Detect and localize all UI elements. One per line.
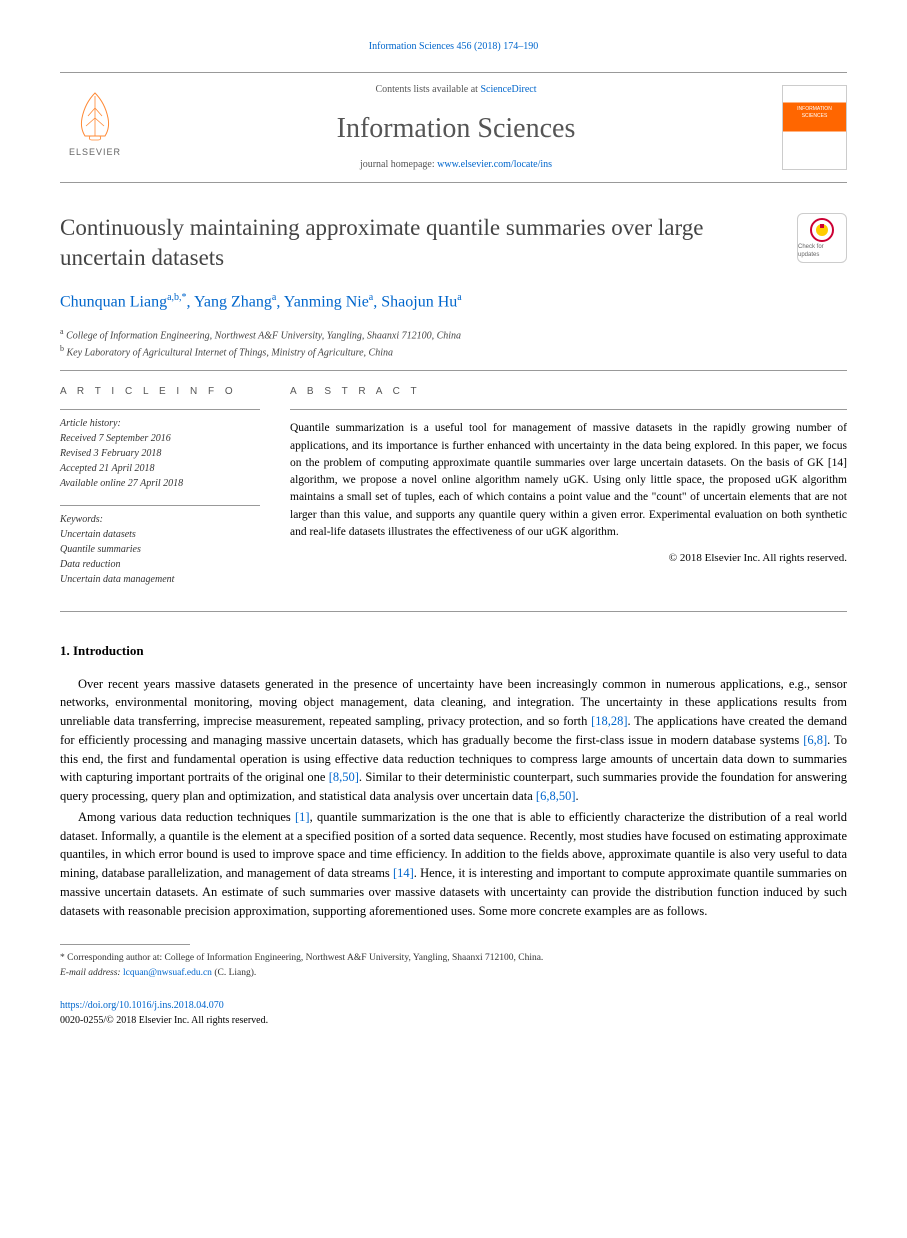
elsevier-tree-icon [70, 88, 120, 143]
keyword-item: Data reduction [60, 557, 260, 572]
contents-prefix: Contents lists available at [375, 84, 480, 95]
author-name: Yanming Nie [284, 293, 369, 310]
divider [60, 370, 847, 371]
corresponding-author-note: * Corresponding author at: College of In… [60, 951, 847, 965]
article-history: Article history: Received 7 September 20… [60, 409, 260, 491]
history-accepted: Accepted 21 April 2018 [60, 461, 260, 476]
homepage-link[interactable]: www.elsevier.com/locate/ins [437, 159, 552, 170]
author-name: Yang Zhang [194, 293, 272, 310]
history-label: Article history: [60, 416, 260, 431]
author-name: Shaojun Hu [381, 293, 457, 310]
abstract-label: A B S T R A C T [290, 385, 847, 399]
citation-link[interactable]: [18,28] [591, 714, 627, 728]
citation-link[interactable]: [14] [393, 866, 414, 880]
abstract-text: Quantile summarization is a useful tool … [290, 409, 847, 541]
author-name: Chunquan Liang [60, 293, 167, 310]
citation-link[interactable]: [6,8,50] [536, 789, 576, 803]
authors-list: Chunquan Lianga,b,*, Yang Zhanga, Yanmin… [60, 291, 847, 314]
paragraph: Over recent years massive datasets gener… [60, 675, 847, 806]
journal-cover-thumbnail [782, 85, 847, 170]
divider [60, 611, 847, 612]
author-mark: a [272, 292, 276, 303]
journal-header: ELSEVIER Contents lists available at Sci… [60, 72, 847, 183]
affiliation-line: b Key Laboratory of Agricultural Interne… [60, 343, 847, 360]
affiliation-text: Key Laboratory of Agricultural Internet … [67, 347, 393, 358]
history-received: Received 7 September 2016 [60, 431, 260, 446]
author-mark: a [369, 292, 373, 303]
affiliation-mark: b [60, 344, 64, 353]
email-line: E-mail address: lcquan@nwsuaf.edu.cn (C.… [60, 966, 847, 980]
sciencedirect-link[interactable]: ScienceDirect [480, 84, 536, 95]
elsevier-label: ELSEVIER [69, 146, 121, 159]
crossmark-icon [809, 217, 835, 243]
author-mark: a,b,* [167, 292, 186, 303]
article-info-label: A R T I C L E I N F O [60, 385, 260, 399]
contents-available: Contents lists available at ScienceDirec… [130, 83, 782, 97]
homepage-prefix: journal homepage: [360, 159, 437, 170]
affiliation-text: College of Information Engineering, Nort… [66, 330, 461, 341]
journal-homepage: journal homepage: www.elsevier.com/locat… [130, 158, 782, 172]
keyword-item: Uncertain datasets [60, 527, 260, 542]
affiliations: a College of Information Engineering, No… [60, 326, 847, 361]
text-span: Among various data reduction techniques [78, 810, 295, 824]
affiliation-line: a College of Information Engineering, No… [60, 326, 847, 343]
affiliation-mark: a [60, 327, 64, 336]
history-online: Available online 27 April 2018 [60, 476, 260, 491]
text-span: . [575, 789, 578, 803]
keyword-item: Uncertain data management [60, 572, 260, 587]
history-revised: Revised 3 February 2018 [60, 446, 260, 461]
abstract-column: A B S T R A C T Quantile summarization i… [290, 385, 847, 601]
paragraph: Among various data reduction techniques … [60, 808, 847, 921]
body-text: Over recent years massive datasets gener… [60, 675, 847, 921]
citation-link[interactable]: [1] [295, 810, 310, 824]
copyright-line: © 2018 Elsevier Inc. All rights reserved… [290, 551, 847, 566]
journal-name: Information Sciences [130, 109, 782, 148]
email-suffix: (C. Liang). [212, 968, 256, 978]
check-updates-badge[interactable]: Check for updates [797, 213, 847, 263]
citation-link[interactable]: [6,8] [803, 733, 827, 747]
citation-link[interactable]: [8,50] [329, 770, 359, 784]
page-footer: https://doi.org/10.1016/j.ins.2018.04.07… [60, 998, 847, 1028]
footnote-separator [60, 944, 190, 945]
email-label: E-mail address: [60, 968, 123, 978]
issn-copyright: 0020-0255/© 2018 Elsevier Inc. All right… [60, 1013, 847, 1028]
email-link[interactable]: lcquan@nwsuaf.edu.cn [123, 968, 212, 978]
check-updates-label: Check for updates [798, 243, 846, 260]
keywords-block: Keywords: Uncertain datasets Quantile su… [60, 505, 260, 587]
section-heading: 1. Introduction [60, 642, 847, 660]
elsevier-logo: ELSEVIER [60, 88, 130, 168]
keywords-label: Keywords: [60, 512, 260, 527]
keyword-item: Quantile summaries [60, 542, 260, 557]
author-mark: a [457, 292, 461, 303]
journal-reference: Information Sciences 456 (2018) 174–190 [60, 40, 847, 54]
doi-link[interactable]: https://doi.org/10.1016/j.ins.2018.04.07… [60, 1000, 224, 1011]
footnotes: * Corresponding author at: College of In… [60, 951, 847, 980]
footnote-text: Corresponding author at: College of Info… [65, 953, 544, 963]
article-info-column: A R T I C L E I N F O Article history: R… [60, 385, 260, 601]
article-title: Continuously maintaining approximate qua… [60, 213, 777, 273]
